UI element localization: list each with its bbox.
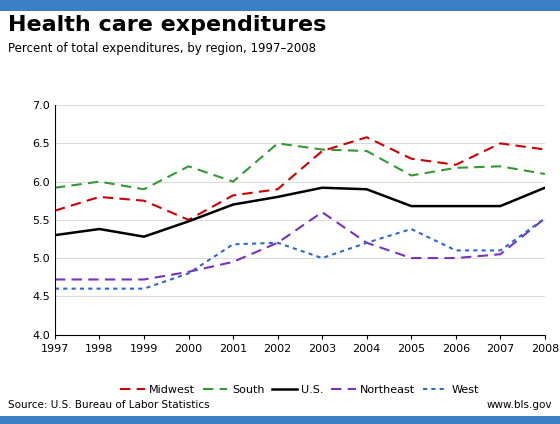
Text: Health care expenditures: Health care expenditures bbox=[8, 15, 327, 35]
Text: Source: U.S. Bureau of Labor Statistics: Source: U.S. Bureau of Labor Statistics bbox=[8, 400, 210, 410]
Text: Percent of total expenditures, by region, 1997–2008: Percent of total expenditures, by region… bbox=[8, 42, 316, 56]
Legend: Midwest, South, U.S., Northeast, West: Midwest, South, U.S., Northeast, West bbox=[116, 380, 484, 399]
Text: www.bls.gov: www.bls.gov bbox=[486, 400, 552, 410]
